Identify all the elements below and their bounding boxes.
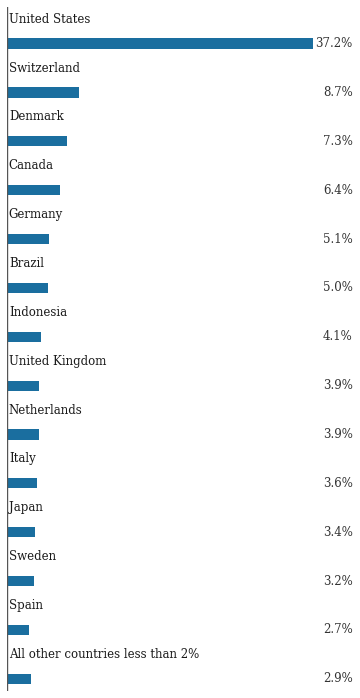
Text: 4.1%: 4.1% xyxy=(323,330,353,343)
Bar xyxy=(7,38,313,49)
Text: Sweden: Sweden xyxy=(9,550,56,563)
Text: 7.3%: 7.3% xyxy=(323,135,353,148)
Text: 3.9%: 3.9% xyxy=(323,428,353,441)
Bar xyxy=(7,674,31,684)
Text: 5.1%: 5.1% xyxy=(323,232,353,246)
Text: Germany: Germany xyxy=(9,208,63,221)
Bar xyxy=(7,234,49,244)
Text: Netherlands: Netherlands xyxy=(9,403,82,417)
Text: 2.7%: 2.7% xyxy=(323,623,353,637)
Bar xyxy=(7,380,39,391)
Text: 3.4%: 3.4% xyxy=(323,526,353,539)
Bar xyxy=(7,478,37,489)
Bar xyxy=(7,332,41,342)
Text: Brazil: Brazil xyxy=(9,257,44,270)
Text: Japan: Japan xyxy=(9,501,43,514)
Text: 6.4%: 6.4% xyxy=(323,184,353,197)
Text: Italy: Italy xyxy=(9,452,36,466)
Bar xyxy=(7,87,79,98)
Text: United Kingdom: United Kingdom xyxy=(9,355,106,368)
Bar xyxy=(7,185,60,195)
Text: 2.9%: 2.9% xyxy=(323,672,353,685)
Bar xyxy=(7,429,39,440)
Text: 8.7%: 8.7% xyxy=(323,86,353,99)
Text: Denmark: Denmark xyxy=(9,110,64,124)
Text: Switzerland: Switzerland xyxy=(9,61,80,75)
Bar xyxy=(7,527,35,537)
Text: Spain: Spain xyxy=(9,599,43,612)
Text: 3.6%: 3.6% xyxy=(323,477,353,490)
Bar xyxy=(7,625,30,635)
Text: Canada: Canada xyxy=(9,159,54,172)
Text: 3.2%: 3.2% xyxy=(323,574,353,588)
Text: United States: United States xyxy=(9,13,90,26)
Text: 5.0%: 5.0% xyxy=(323,281,353,295)
Bar xyxy=(7,136,67,147)
Text: 3.9%: 3.9% xyxy=(323,379,353,392)
Text: 37.2%: 37.2% xyxy=(316,37,353,50)
Text: All other countries less than 2%: All other countries less than 2% xyxy=(9,648,199,661)
Bar xyxy=(7,576,33,586)
Bar xyxy=(7,283,48,293)
Text: Indonesia: Indonesia xyxy=(9,306,67,319)
